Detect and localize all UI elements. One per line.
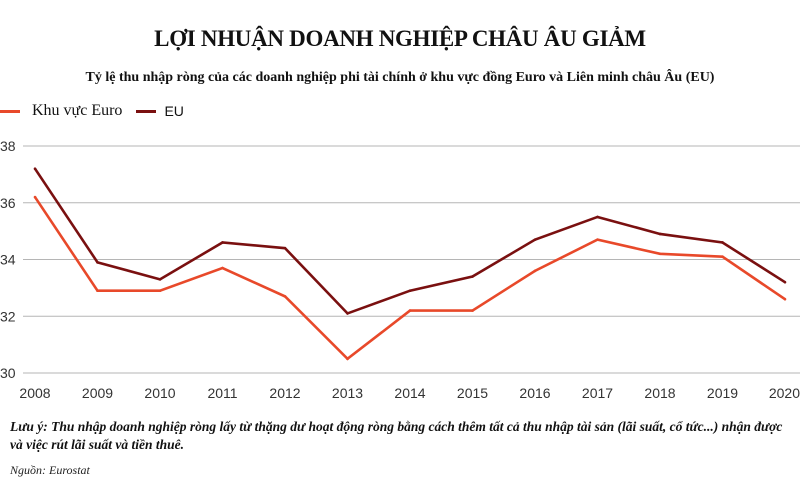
data-point-eu (283, 246, 287, 250)
legend-item-eu: EU (130, 103, 184, 119)
data-point-eu (721, 241, 724, 244)
x-tick-label: 2012 (269, 385, 300, 400)
data-point-euro (721, 255, 724, 258)
data-point-euro (96, 289, 99, 293)
chart-note: Lưu ý: Thu nhập doanh nghiệp ròng lấy từ… (10, 419, 783, 452)
legend-label-euro: Khu vực Euro (32, 102, 123, 119)
y-tick-label: 30 (0, 365, 16, 381)
data-point-euro (596, 238, 599, 241)
x-tick-label: 2013 (332, 385, 363, 400)
legend-item-euro: Khu vực Euro (0, 102, 122, 120)
y-tick-label: 38 (0, 138, 16, 154)
chart-source: Nguồn: Eurostat (10, 463, 90, 477)
x-tick-label: 2008 (19, 385, 50, 400)
data-point-eu (471, 275, 474, 278)
data-point-eu (783, 280, 787, 284)
chart-title: LỢI NHUẬN DOANH NGHIỆP CHÂU ÂU GIẢM (154, 26, 646, 51)
data-point-euro (346, 357, 349, 361)
x-tick-label: 2014 (394, 385, 425, 400)
x-tick-label: 2010 (144, 385, 175, 400)
data-point-eu (346, 312, 349, 315)
legend-label-eu: EU (164, 103, 184, 119)
data-point-eu (408, 289, 412, 293)
data-point-euro (408, 309, 412, 312)
legend: Khu vực Euro EU (0, 102, 192, 120)
y-tick-label: 34 (0, 252, 16, 268)
x-tick-label: 2019 (707, 385, 738, 400)
legend-swatch-euro (0, 109, 20, 113)
x-tick-label: 2015 (457, 385, 488, 400)
data-point-eu (533, 238, 537, 241)
y-tick-label: 36 (0, 195, 16, 211)
data-point-euro (533, 269, 537, 273)
data-point-eu (658, 232, 662, 236)
data-point-euro (783, 297, 787, 301)
y-tick-label: 32 (0, 308, 16, 324)
data-point-eu (96, 261, 99, 264)
data-point-euro (471, 309, 474, 312)
x-tick-label: 2020 (769, 385, 800, 400)
x-tick-label: 2018 (644, 385, 675, 400)
data-point-eu (158, 278, 162, 281)
legend-swatch-eu (136, 109, 157, 113)
x-tick-label: 2009 (82, 385, 113, 400)
x-tick-label: 2017 (582, 385, 613, 400)
x-tick-label: 2011 (207, 385, 237, 400)
data-point-euro (33, 195, 37, 199)
data-point-eu (33, 167, 37, 170)
series-line-euro (33, 196, 786, 361)
data-point-euro (283, 295, 287, 298)
data-point-euro (221, 266, 224, 270)
data-point-eu (596, 215, 599, 219)
data-point-euro (658, 252, 662, 256)
chart-subtitle: Tỷ lệ thu nhập ròng của các doanh nghiệp… (85, 70, 715, 85)
x-tick-label: 2016 (519, 385, 550, 400)
data-point-eu (221, 241, 224, 244)
data-point-euro (158, 289, 162, 293)
line-chart: 30 32 34 36 38 2008 2009 2010 2011 2012 2013 2014 20… (0, 138, 800, 400)
